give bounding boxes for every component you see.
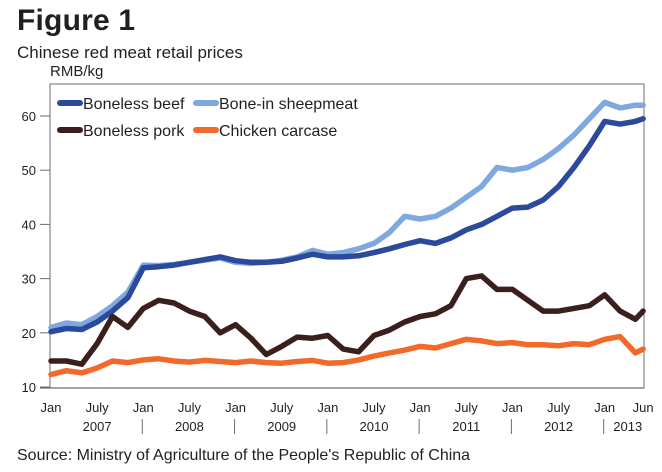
x-tick-label: July [86,400,110,415]
y-tick-label: 30 [22,272,36,287]
x-year-label: 2007 [83,419,112,434]
series-line-chicken-carcase [48,333,646,378]
y-axis-unit-label: RMB/kg [50,63,104,80]
x-year-label: 2013 [613,419,642,434]
x-tick-label: Jan [317,400,338,415]
x-tick-label: Jan [41,400,62,415]
y-tick-label: 20 [22,326,36,341]
series-line-boneless-beef [48,115,646,335]
y-tick-label: 10 [22,380,36,395]
y-axis: 10 20 30 40 50 60 [22,109,644,395]
legend-label: Boneless beef [83,96,185,113]
x-tick-label: Jun [633,400,654,415]
x-year-label: 2012 [544,419,573,434]
y-tick-label: 60 [22,109,36,124]
x-year-label: 2008 [175,419,204,434]
x-tick-label: Jan [410,400,431,415]
y-tick-label: 40 [22,217,36,232]
x-tick-label: July [178,400,202,415]
legend: Boneless beef Bone-in sheepmeat Boneless p… [57,96,358,140]
x-year-label: 2009 [267,419,296,434]
x-year-label: 2010 [360,419,389,434]
y-tick-label: 50 [22,163,36,178]
x-tick-label: Jan [594,400,615,415]
figure-title: Figure 1 [17,4,136,37]
x-tick-label: July [362,400,386,415]
x-tick-label: July [455,400,479,415]
x-tick-label: July [547,400,571,415]
x-tick-label: Jan [225,400,246,415]
series-line-boneless-pork [48,273,646,367]
source-note: Source: Ministry of Agriculture of the P… [17,447,471,464]
series-layer [48,99,646,378]
legend-label: Chicken carcase [219,123,337,140]
chart-subtitle: Chinese red meat retail prices [17,43,243,62]
x-tick-label: July [270,400,294,415]
x-year-label: 2011 [452,419,480,434]
x-tick-label: Jan [502,400,523,415]
x-axis: Jan July Jan July Jan July Jan July Jan July Jan Ju… [41,400,654,434]
x-tick-label: Jan [133,400,154,415]
legend-label: Boneless pork [83,123,185,140]
legend-label: Bone-in sheepmeat [219,96,358,113]
